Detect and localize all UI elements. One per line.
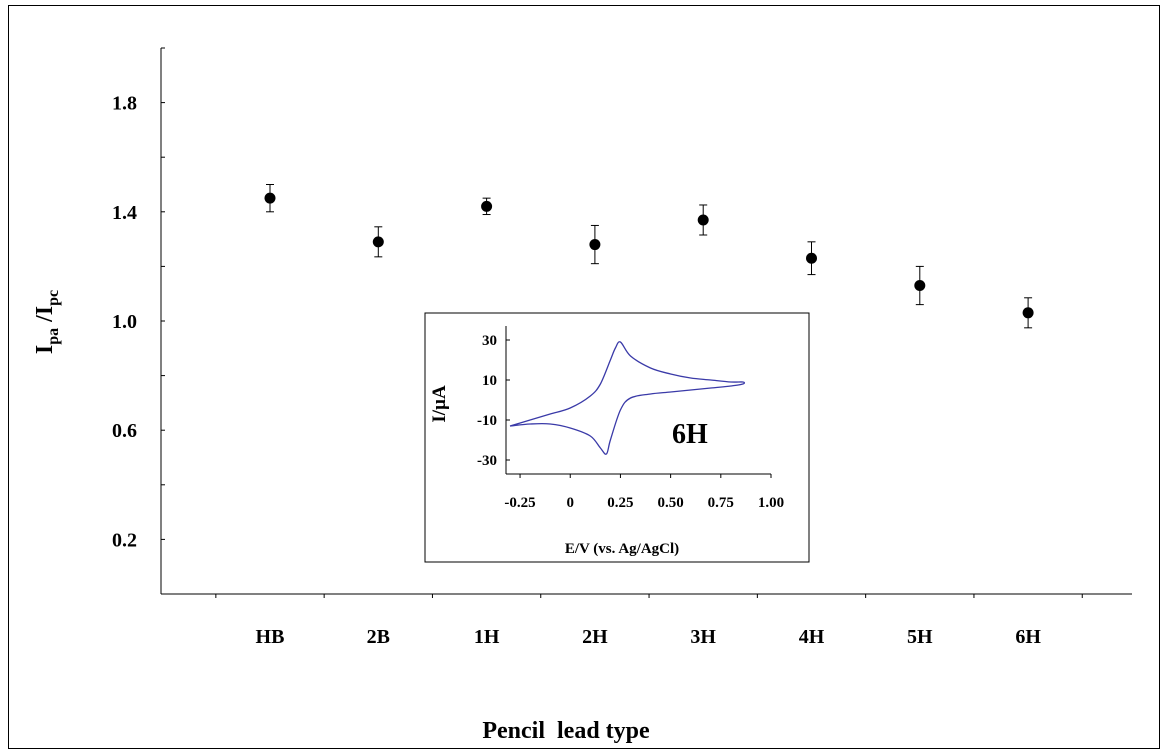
inset-y-tick-label: 10 xyxy=(482,373,497,389)
x-tick-label: 1H xyxy=(474,626,500,648)
inset-x-tick-label: 0.50 xyxy=(657,495,683,511)
y-tick-label: 1.8 xyxy=(112,93,137,115)
inset-cv-curve xyxy=(509,341,746,455)
inset-y-axis-title: I/µA xyxy=(429,385,450,423)
inset-x-tick-label: 1.00 xyxy=(758,495,784,511)
y-tick-label: 0.2 xyxy=(112,529,137,551)
inset-y-tick-label: -10 xyxy=(477,413,497,429)
x-tick-label: 2H xyxy=(582,626,608,648)
inset-x-axis-title: E/V (vs. Ag/AgCl) xyxy=(565,541,679,557)
data-point xyxy=(372,236,384,248)
x-tick-group: HB 2B 1H 2H 3H 4H 5H 6H xyxy=(215,594,1083,648)
data-point xyxy=(481,200,493,212)
x-tick-label: HB xyxy=(256,626,285,648)
data-point xyxy=(264,192,276,204)
x-tick-label: 3H xyxy=(690,626,716,648)
data-point xyxy=(806,252,817,264)
data-point-group xyxy=(264,184,1034,329)
x-tick-label: 5H xyxy=(907,626,933,648)
inset-x-tick-label: 0.25 xyxy=(607,495,633,511)
data-point xyxy=(914,280,926,292)
inset-x-tick-label: 0 xyxy=(566,495,574,511)
inset-y-tick-label: 30 xyxy=(482,333,497,349)
y-axis-title: Ipa /Ipc xyxy=(32,290,62,354)
inset-frame xyxy=(424,312,810,563)
inset-x-tick-group: -0.25 0 0.25 0.50 0.75 1.00 xyxy=(504,474,784,511)
x-tick-label: 6H xyxy=(1015,626,1041,648)
y-tick-group: 0.2 0.6 1.0 1.4 1.8 xyxy=(112,47,165,595)
inset-y-tick-label: -30 xyxy=(477,453,497,469)
inset-annotation: 6H xyxy=(672,419,708,450)
x-tick-label: 2B xyxy=(367,626,390,648)
inset-y-tick-group: 30 10 -10 -30 xyxy=(477,333,510,469)
data-point xyxy=(1022,307,1034,319)
data-point xyxy=(697,214,709,226)
y-tick-label: 1.4 xyxy=(112,202,137,224)
y-tick-label: 0.6 xyxy=(112,420,137,442)
inset-x-tick-label: -0.25 xyxy=(504,495,535,511)
x-axis-title: Pencil lead type xyxy=(482,718,650,744)
y-tick-label: 1.0 xyxy=(112,311,137,333)
x-tick-label: 4H xyxy=(799,626,825,648)
inset-x-tick-label: 0.75 xyxy=(708,495,734,511)
inset-chart: 30 10 -10 -30 -0.25 0 0.25 0.50 0.75 1.00 6H E/V… xyxy=(424,312,810,563)
data-point xyxy=(589,239,601,251)
